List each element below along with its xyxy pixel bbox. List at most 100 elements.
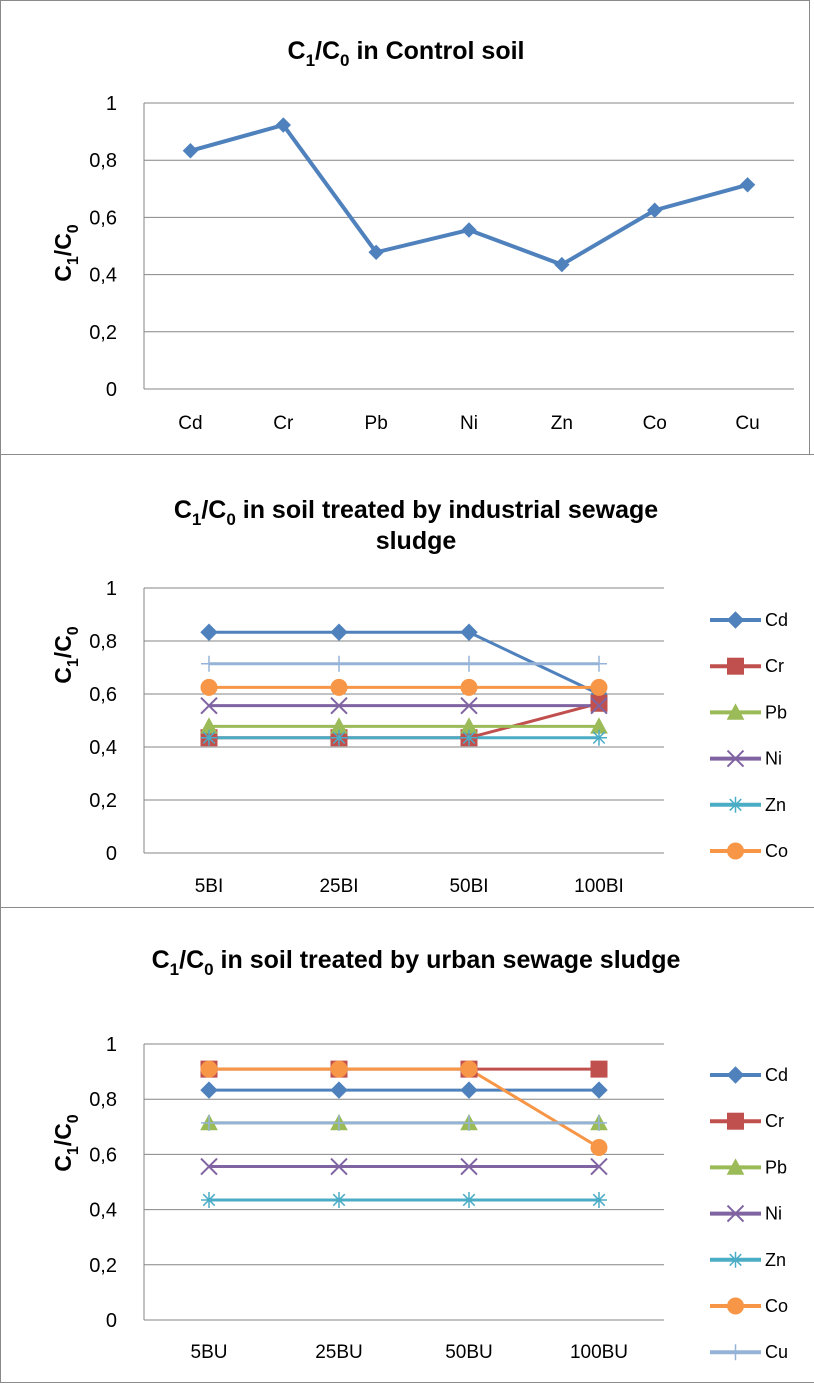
- data-point: [331, 1114, 347, 1131]
- series-markers-pb: [200, 717, 608, 734]
- y-axis-title: C1/C0: [50, 1114, 82, 1172]
- series-markers-zn: [201, 729, 607, 746]
- data-point: [590, 1060, 608, 1078]
- x-tick-label: 50BU: [445, 1342, 493, 1363]
- chart-industrial-sludge-svg: C1/C0 in soil treated by industrial sewa…: [50, 496, 788, 897]
- data-point: [591, 729, 607, 746]
- x-tick-label: Co: [643, 413, 667, 434]
- legend-label: Cu: [765, 1342, 788, 1362]
- series-markers-co: [200, 1060, 608, 1156]
- data-point: [201, 1114, 217, 1131]
- series-line-co: [209, 1067, 600, 1149]
- data-point: [200, 1081, 218, 1099]
- legend-marker: [726, 703, 745, 720]
- legend-label: Co: [765, 1296, 788, 1316]
- data-point: [461, 729, 477, 746]
- y-tick-label: 1: [106, 1034, 117, 1056]
- data-point: [461, 1114, 477, 1131]
- series-markers-cu: [201, 1114, 607, 1131]
- data-point: [201, 1191, 217, 1208]
- series-markers-unnamed-0: [182, 117, 756, 273]
- data-point: [591, 1114, 607, 1131]
- y-tick-label: 0: [106, 843, 117, 865]
- data-point: [200, 1060, 218, 1078]
- data-point: [590, 1081, 608, 1099]
- y-tick-label: 0,2: [89, 1255, 117, 1277]
- legend-item-cu: Cu: [710, 1342, 788, 1362]
- data-point: [368, 244, 384, 260]
- legend-label: Pb: [765, 702, 787, 722]
- legend-label: Cd: [765, 1065, 788, 1085]
- legend-label: Ni: [765, 749, 782, 769]
- data-point: [461, 1191, 477, 1208]
- y-tick-label: 0,4: [89, 265, 117, 287]
- legend-label: Cr: [765, 1111, 784, 1131]
- data-point: [554, 256, 570, 273]
- legend-marker: [727, 842, 744, 860]
- data-point: [331, 1191, 347, 1208]
- x-tick-label: 100BI: [574, 876, 624, 897]
- y-tick-label: 0,6: [89, 684, 117, 706]
- data-point: [200, 678, 218, 696]
- legend-label: Zn: [765, 1250, 786, 1270]
- legend-item-zn: Zn: [710, 795, 786, 815]
- chart-industrial-sludge: C1/C0 in soil treated by industrial sewa…: [0, 454, 814, 912]
- data-point: [460, 1060, 478, 1078]
- series-line-unnamed-0: [189, 123, 749, 267]
- y-tick-label: 0,2: [89, 322, 117, 344]
- data-point: [739, 177, 756, 193]
- data-point: [200, 623, 218, 641]
- data-point: [201, 729, 217, 746]
- data-point: [591, 1191, 607, 1208]
- x-tick-label: Cr: [273, 413, 294, 434]
- data-point: [200, 696, 218, 715]
- data-point: [460, 678, 478, 696]
- series-line-cr: [209, 701, 600, 740]
- data-point: [331, 655, 347, 672]
- data-point: [590, 696, 608, 715]
- legend-label: Pb: [765, 1157, 787, 1177]
- y-tick-label: 0,4: [89, 1200, 117, 1222]
- data-point: [275, 117, 291, 133]
- legend-marker: [726, 1204, 745, 1223]
- data-point: [201, 655, 217, 672]
- legend-marker: [726, 1158, 745, 1175]
- data-point: [330, 1081, 348, 1099]
- x-tick-label: 50BI: [449, 876, 488, 897]
- legend-marker: [726, 1066, 745, 1084]
- legend-marker: [727, 1297, 744, 1315]
- legend-item-co: Co: [710, 1296, 788, 1316]
- data-point: [460, 1081, 478, 1099]
- x-tick-label: 25BU: [315, 1342, 363, 1363]
- data-point: [330, 1157, 348, 1176]
- x-tick-label: 5BI: [195, 876, 224, 897]
- series-markers-unnamed-6: [201, 655, 607, 672]
- chart-control-soil-svg: C1/C0 in Control soil C1/C0 0 0,2 0,4 0,6 0,…: [50, 37, 794, 434]
- x-tick-label: Cu: [735, 413, 759, 434]
- legend-marker: [726, 611, 745, 629]
- y-tick-label: 0,6: [89, 1144, 117, 1166]
- data-point: [460, 696, 478, 715]
- series-markers-co: [200, 678, 608, 696]
- legend-item-pb: Pb: [710, 1157, 787, 1177]
- legend-item-co: Co: [710, 841, 788, 861]
- data-point: [460, 1157, 478, 1176]
- x-tick-label: Ni: [460, 413, 478, 434]
- series-markers-cd: [200, 1081, 608, 1099]
- data-point: [330, 678, 348, 696]
- y-tick-label: 0,8: [89, 1089, 117, 1111]
- legend-item-ni: Ni: [710, 749, 782, 769]
- series-markers-ni: [200, 1157, 608, 1176]
- y-tick-label: 0,8: [89, 150, 117, 172]
- legend-label: Cd: [765, 610, 788, 630]
- chart-title-line2: sludge: [376, 527, 457, 555]
- data-point: [182, 143, 199, 159]
- data-point: [460, 623, 478, 641]
- x-tick-label: 25BI: [319, 876, 358, 897]
- y-axis-title: C1/C0: [50, 224, 82, 282]
- legend-item-pb: Pb: [710, 702, 787, 722]
- legend-item-zn: Zn: [710, 1250, 786, 1270]
- chart-urban-sludge: C1/C0 in soil treated by urban sewage sl…: [0, 907, 814, 1383]
- y-tick-label: 0: [106, 1310, 117, 1332]
- y-tick-label: 1: [106, 578, 117, 600]
